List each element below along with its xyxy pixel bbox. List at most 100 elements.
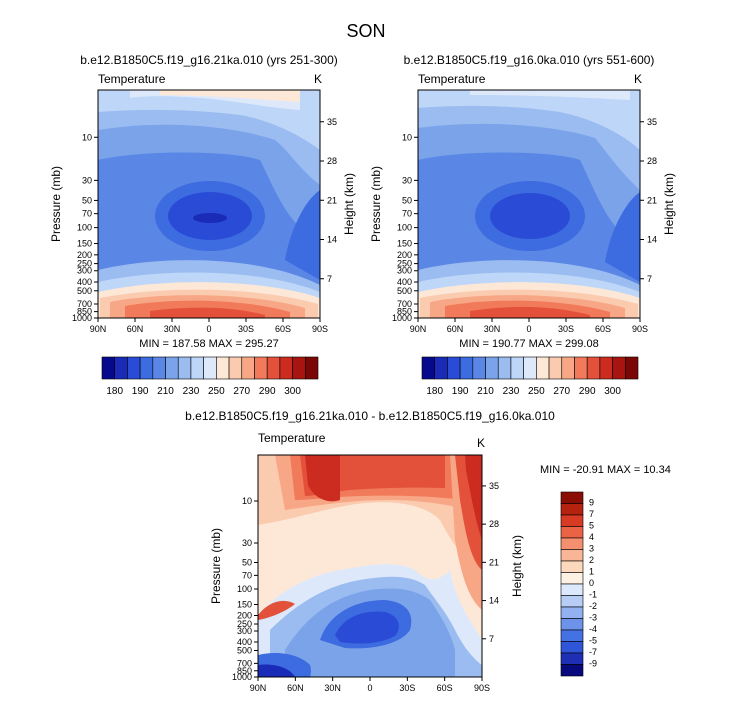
colorbar-swatch: [114, 356, 128, 380]
height-tick-label: 35: [489, 481, 499, 491]
colorbar-swatch: [447, 356, 461, 380]
height-tick-label: 21: [327, 195, 337, 205]
height-tick-label: 21: [647, 195, 657, 205]
axis-ticks: 90N 60N 30N 0 30S 60S 90S103050701001502002503…: [232, 481, 499, 693]
colorbar-swatch: [165, 356, 179, 380]
y-tick-label: 70: [82, 209, 92, 219]
colorbar-label: -3: [589, 613, 597, 623]
y-tick-label: 70: [242, 570, 252, 580]
x-tick-label: 90N: [90, 324, 107, 334]
y-tick-label: 50: [402, 195, 412, 205]
colorbar-label: 9: [589, 498, 594, 508]
contour-level-region: [465, 455, 482, 540]
colorbar-label: 190: [132, 386, 149, 397]
panel-1-min-max: MIN = 187.58 MAX = 295.27: [139, 338, 278, 350]
colorbar-swatch: [266, 356, 281, 380]
colorbar-swatch: [434, 356, 448, 380]
colorbar-swatch: [228, 356, 243, 380]
y-tick-label: 200: [237, 610, 252, 620]
y-tick-label: 10: [82, 132, 92, 142]
y-tick-label: 850: [237, 666, 252, 676]
x-tick-label: 30N: [324, 683, 341, 693]
colorbar-swatch: [485, 356, 499, 380]
y-tick-label: 100: [77, 223, 92, 233]
height-tick-label: 35: [647, 117, 657, 127]
colorbar-swatch: [203, 356, 217, 380]
colorbar-label: 7: [589, 509, 594, 519]
x-tick-label: 0: [206, 324, 211, 334]
colorbar-label: 2: [589, 555, 594, 565]
panel-2-y-axis-title: Pressure (mb): [369, 166, 383, 242]
colorbar-swatch: [574, 356, 588, 380]
contour-level-region: [160, 90, 300, 102]
x-tick-label: 60S: [275, 324, 291, 334]
colorbar-swatch: [560, 572, 584, 585]
height-tick-label: 21: [489, 557, 499, 567]
y-tick-label: 700: [237, 658, 252, 668]
panel-3-height-axis-title: Height (km): [510, 535, 524, 597]
y-tick-label: 1000: [72, 313, 92, 323]
colorbar-swatch: [624, 356, 639, 380]
height-tick-label: 14: [647, 235, 657, 245]
y-tick-label: 150: [397, 239, 412, 249]
contour-level-region: [418, 90, 640, 150]
panel-1-unit-label: K: [314, 72, 322, 86]
axis-ticks: 90N 60N 30N 0 30S 60S 90S103050701001502002503…: [72, 117, 337, 334]
panel-3-left-label: Temperature: [258, 431, 326, 445]
colorbar-swatch: [560, 629, 584, 642]
panel-2-min-max: MIN = 190.77 MAX = 299.08: [459, 338, 598, 350]
panel-2-title: b.e12.B1850C5.f19_g16.0ka.010 (yrs 551-6…: [404, 53, 655, 67]
y-tick-label: 250: [397, 259, 412, 269]
y-tick-label: 1000: [232, 672, 252, 682]
colorbar-swatch: [101, 356, 116, 380]
colorbar-swatch: [560, 514, 584, 527]
y-tick-label: 100: [237, 584, 252, 594]
panel-1: b.e12.B1850C5.f19_g16.21ka.010 (yrs 251-…: [49, 53, 356, 397]
x-tick-label: 90S: [632, 324, 648, 334]
y-tick-label: 100: [397, 223, 412, 233]
colorbar-label: -5: [589, 636, 597, 646]
colorbar-swatch: [304, 356, 319, 380]
height-tick-label: 14: [327, 235, 337, 245]
x-tick-label: 60N: [127, 324, 144, 334]
x-tick-label: 30S: [558, 324, 574, 334]
x-tick-label: 60N: [447, 324, 464, 334]
colorbar-label: 230: [503, 386, 520, 397]
colorbar-swatch: [421, 356, 436, 380]
y-tick-label: 1000: [392, 313, 412, 323]
colorbar-swatch: [560, 491, 584, 504]
colorbar-swatch: [254, 356, 268, 380]
colorbar-swatch: [560, 560, 584, 573]
colorbar-swatch: [561, 356, 575, 380]
colorbar: 180 190 210 230 250 270 290 300: [421, 356, 639, 397]
colorbar-swatch: [279, 356, 293, 380]
contour-level-region: [335, 611, 399, 644]
y-tick-label: 150: [237, 600, 252, 610]
contour-level-region: [605, 192, 640, 282]
height-tick-label: 28: [327, 156, 337, 166]
contour-level-region: [193, 213, 227, 223]
panel-2-height-axis-title: Height (km): [662, 173, 676, 235]
colorbar-swatch: [560, 641, 584, 654]
colorbar-label: 0: [589, 578, 594, 588]
y-tick-label: 300: [397, 266, 412, 276]
colorbar-swatch: [599, 356, 613, 380]
height-tick-label: 35: [327, 117, 337, 127]
colorbar-label: -9: [589, 659, 597, 669]
colorbar-label: -4: [589, 624, 597, 634]
colorbar-swatch: [586, 356, 601, 380]
y-tick-label: 850: [397, 307, 412, 317]
colorbar-swatch: [216, 356, 230, 380]
panel-3-contour-field: [258, 455, 482, 677]
colorbar-swatch: [560, 595, 584, 608]
contour-level-region: [470, 306, 590, 318]
panel-1-contour-field: [98, 90, 320, 318]
y-tick-label: 300: [237, 626, 252, 636]
x-tick-label: 30N: [484, 324, 501, 334]
contour-level-region: [470, 90, 630, 100]
colorbar-swatch: [560, 549, 584, 562]
colorbar-label: 5: [589, 521, 594, 531]
colorbar-label: 290: [259, 386, 276, 397]
panel-1-height-axis-title: Height (km): [342, 173, 356, 235]
height-tick-label: 28: [489, 519, 499, 529]
